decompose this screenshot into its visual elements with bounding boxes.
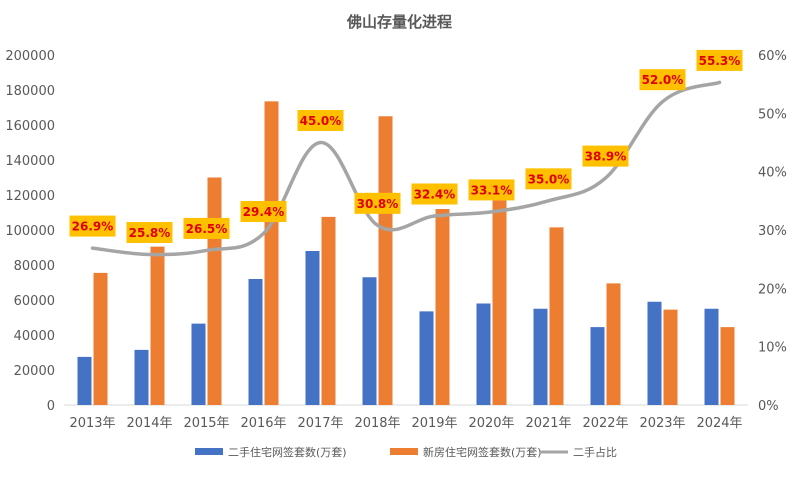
bar-newhome: [150, 246, 165, 405]
share-label-box: [183, 217, 230, 239]
y-left-tick-label: 20000: [14, 364, 55, 379]
y-right-tick-label: 0%: [758, 399, 779, 414]
legend-label-secondhand: 二手住宅网签套数(万套): [228, 445, 347, 459]
bar-newhome: [720, 327, 735, 405]
y-left-tick-label: 80000: [14, 259, 55, 274]
share-label-box: [696, 49, 743, 71]
share-label: 33.1%: [471, 183, 513, 197]
bar-secondhand: [134, 349, 149, 405]
share-label: 52.0%: [642, 73, 684, 87]
share-label-box: [240, 201, 287, 222]
y-right-tick-label: 60%: [758, 49, 787, 64]
x-tick-label: 2019年: [411, 416, 457, 431]
share-label: 25.8%: [129, 226, 171, 240]
x-tick-label: 2024年: [696, 416, 742, 431]
share-label: 29.4%: [243, 205, 285, 219]
share-label: 55.3%: [699, 54, 741, 68]
bar-secondhand: [647, 301, 662, 405]
x-tick-label: 2018年: [354, 416, 400, 431]
y-left-tick-label: 180000: [5, 84, 55, 99]
bar-newhome: [93, 272, 108, 405]
bar-secondhand: [248, 279, 263, 405]
bar-newhome: [663, 309, 678, 405]
share-label-box: [525, 168, 572, 190]
y-right-tick-label: 20%: [758, 282, 787, 297]
legend-label-newhome: 新房住宅网签套数(万套): [423, 445, 542, 459]
share-label-box: [639, 69, 686, 91]
bar-newhome: [321, 216, 336, 405]
bar-newhome: [435, 209, 450, 405]
bar-newhome: [549, 227, 564, 405]
x-tick-label: 2023年: [639, 416, 685, 431]
share-label: 26.5%: [186, 222, 228, 236]
chart-title: 佛山存量化进程: [346, 13, 452, 31]
share-label-box: [69, 215, 116, 237]
x-tick-label: 2022年: [582, 416, 628, 431]
x-tick-label: 2013年: [69, 416, 115, 431]
share-label: 30.8%: [357, 197, 399, 211]
y-left-tick-label: 100000: [5, 224, 55, 239]
legend-swatch-secondhand: [195, 448, 223, 455]
bar-secondhand: [362, 277, 377, 405]
x-tick-label: 2017年: [297, 416, 343, 431]
x-tick-label: 2020年: [468, 416, 514, 431]
y-right-tick-label: 10%: [758, 341, 787, 356]
x-tick-label: 2014年: [126, 416, 172, 431]
share-label-box: [582, 145, 629, 167]
y-left-tick-label: 160000: [5, 119, 55, 134]
axes: 0 20000 40000 60000 80000 100000 120000 140000 1…: [5, 49, 787, 431]
share-line: [90, 80, 722, 257]
legend: 二手住宅网签套数(万套) 新房住宅网签套数(万套) 二手占比: [195, 445, 617, 459]
y-left-tick-label: 60000: [14, 294, 55, 309]
y-left-tick-label: 140000: [5, 154, 55, 169]
bar-secondhand: [419, 311, 434, 405]
share-label: 35.0%: [528, 172, 570, 186]
share-label: 26.9%: [72, 220, 114, 234]
legend-swatch-newhome: [390, 448, 418, 455]
share-label-box: [297, 110, 344, 131]
y-left-tick-label: 200000: [5, 49, 55, 64]
y-right-tick-label: 30%: [758, 224, 787, 239]
y-right-tick-label: 40%: [758, 166, 787, 181]
share-label-box: [468, 179, 515, 201]
share-label-box: [354, 192, 401, 214]
y-left-tick-label: 0: [47, 399, 55, 414]
bar-newhome: [264, 101, 279, 405]
bar-secondhand: [305, 251, 320, 405]
bar-newhome: [207, 177, 222, 405]
bar-secondhand: [77, 356, 92, 405]
y-left-tick-label: 40000: [14, 329, 55, 344]
bar-secondhand: [191, 323, 206, 405]
share-label: 32.4%: [414, 188, 456, 202]
bars: [77, 101, 735, 405]
y-left-tick-label: 120000: [5, 189, 55, 204]
share-label: 38.9%: [585, 150, 627, 164]
bar-secondhand: [533, 308, 548, 405]
x-tick-label: 2015年: [183, 416, 229, 431]
bar-newhome: [378, 116, 393, 405]
bar-newhome: [606, 283, 621, 405]
legend-label-share: 二手占比: [573, 445, 617, 459]
x-tick-label: 2016年: [240, 416, 286, 431]
share-label-box: [411, 183, 458, 205]
share-label: 45.0%: [300, 114, 342, 128]
bar-newhome: [492, 200, 507, 405]
data-labels: 26.9% 25.8% 26.5% 29.4% 45.0% 30.8% 32.4% 33.1%…: [69, 49, 743, 243]
y-right-tick-label: 50%: [758, 107, 787, 122]
share-label-box: [126, 222, 173, 243]
bar-secondhand: [476, 303, 491, 405]
bar-secondhand: [590, 327, 605, 405]
bar-secondhand: [704, 308, 719, 405]
share-line-path: [90, 80, 722, 257]
x-tick-label: 2021年: [525, 416, 571, 431]
